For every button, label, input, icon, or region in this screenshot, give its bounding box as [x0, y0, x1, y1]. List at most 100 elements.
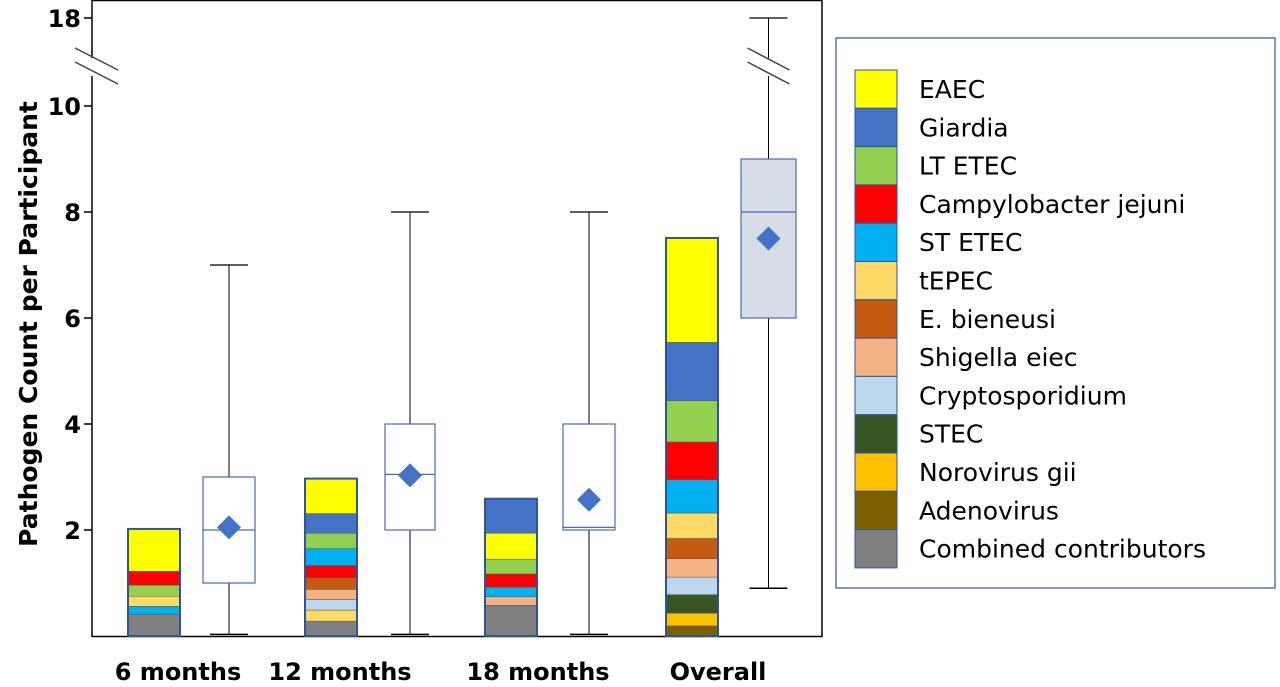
bar-segment-eaec: [665, 237, 719, 343]
legend-item: EAEC: [854, 69, 985, 109]
y-tick-label: 4: [64, 411, 81, 439]
legend-item: Shigella eiec: [854, 337, 1078, 377]
axis-break-mark: [74, 47, 119, 71]
legend-label: EAEC: [919, 75, 985, 104]
legend-label: LT ETEC: [919, 152, 1017, 181]
whisker-break-gap: [764, 58, 773, 76]
axis-break-gap: [89, 58, 95, 76]
legend-label: Campylobacter jejuni: [919, 190, 1185, 219]
box-plot-1: [384, 211, 436, 636]
legend-item: LT ETEC: [854, 146, 1017, 186]
legend-swatch: [854, 69, 898, 109]
stacked-bar-1: [304, 477, 358, 637]
mean-marker: [756, 226, 781, 251]
stacked-bar-0: [127, 527, 181, 637]
bar-segment-campylobacter-jejuni: [304, 565, 358, 578]
legend-label: STEC: [919, 420, 983, 449]
bar-segment-tepec: [665, 512, 719, 539]
bar-segment-lt-etec: [127, 584, 181, 597]
legend-swatch: [854, 337, 898, 377]
legend-item: tEPEC: [854, 261, 993, 301]
mean-marker: [398, 463, 422, 488]
y-tick-label: 8: [64, 199, 81, 227]
legend-label: Shigella eiec: [919, 343, 1078, 372]
bar-segment-st-etec: [304, 548, 358, 566]
bar-segment-lt-etec: [665, 400, 719, 443]
y-tick-label: 6: [64, 305, 81, 333]
bar-segment-campylobacter-jejuni: [665, 441, 719, 480]
axis-break-mark: [74, 61, 119, 85]
legend-frame: [835, 37, 1276, 589]
bar-segment-shigella-eiec: [484, 596, 538, 606]
legend-label: Norovirus gii: [919, 458, 1077, 487]
stacked-bar-outline: [665, 236, 719, 637]
y-tick-label: 18: [48, 5, 81, 33]
mean-marker: [217, 515, 241, 540]
legend-item: Adenovirus: [854, 490, 1059, 531]
bar-segment-tepec: [304, 609, 358, 622]
bar-segment-stec: [665, 594, 719, 614]
legend-label: tEPEC: [919, 267, 993, 296]
legend-label: Adenovirus: [919, 496, 1059, 525]
bar-segment-shigella-eiec: [304, 589, 358, 600]
legend: EAEC Giardia LT ETEC Campylobacter jejuni ST…: [835, 37, 1276, 589]
bar-segment-st-etec: [665, 479, 719, 514]
legend-swatch: [854, 222, 898, 262]
legend-label: Cryptosporidium: [919, 381, 1127, 410]
whisker-break-mark: [747, 47, 790, 71]
x-tick-label: 18 months: [466, 658, 609, 686]
bar-segment-tepec: [127, 596, 181, 607]
legend-swatch: [854, 375, 898, 416]
bar-segment-giardia: [665, 342, 719, 401]
bar-segment-e-bieneusi: [304, 577, 358, 590]
bar-segment-e-bieneusi: [665, 538, 719, 559]
box-plot-2: [562, 211, 616, 636]
legend-swatch: [854, 146, 898, 186]
stacked-bar-3: [665, 236, 719, 637]
x-tick-label: 6 months: [115, 658, 241, 686]
x-tick-label: 12 months: [268, 658, 411, 686]
bar-segment-lt-etec: [484, 558, 538, 575]
box-plot-0: [202, 264, 256, 636]
legend-swatch: [854, 490, 898, 531]
legend-swatch: [854, 299, 898, 339]
legend-swatch: [854, 414, 898, 454]
stacked-bar-outline: [127, 527, 181, 637]
bar-segment-giardia: [304, 513, 358, 534]
mean-marker: [577, 487, 601, 512]
bar-segment-cryptosporidium: [665, 576, 719, 595]
legend-item: ST ETEC: [854, 222, 1022, 262]
bar-segment-campylobacter-jejuni: [484, 573, 538, 588]
box: [562, 423, 616, 531]
bar-segment-shigella-eiec: [665, 558, 719, 578]
bar-segment-giardia: [484, 498, 538, 534]
bar-segment-eaec: [127, 528, 181, 572]
stacked-bar-outline: [304, 477, 358, 637]
stacked-bar-outline: [484, 497, 538, 638]
y-axis-label: Pathogen Count per Participant: [14, 101, 43, 547]
box-plot-3: [740, 17, 797, 590]
bar-segment-norovirus-gii: [665, 612, 719, 627]
legend-swatch: [854, 452, 898, 492]
bar-segment-eaec: [304, 478, 358, 514]
stacked-bar-2: [484, 497, 538, 638]
legend-item: STEC: [854, 414, 983, 454]
legend-item: E. bieneusi: [854, 299, 1056, 339]
bar-segment-cryptosporidium: [304, 599, 358, 611]
legend-swatch: [854, 529, 898, 569]
legend-label: Combined contributors: [919, 535, 1206, 564]
legend-label: E. bieneusi: [919, 305, 1056, 334]
x-tick-label: Overall: [670, 658, 767, 686]
bar-segment-lt-etec: [304, 532, 358, 549]
whisker-break-mark: [747, 61, 790, 85]
bar-segment-st-etec: [127, 606, 181, 615]
legend-label: ST ETEC: [919, 228, 1022, 257]
legend-swatch: [854, 261, 898, 301]
legend-item: Campylobacter jejuni: [854, 184, 1185, 224]
bar-segment-campylobacter-jejuni: [127, 571, 181, 586]
legend-swatch: [854, 107, 898, 148]
bar-segment-combined-contributors: [127, 614, 181, 637]
y-tick-label: 10: [48, 93, 81, 121]
legend-item: Combined contributors: [854, 529, 1206, 569]
